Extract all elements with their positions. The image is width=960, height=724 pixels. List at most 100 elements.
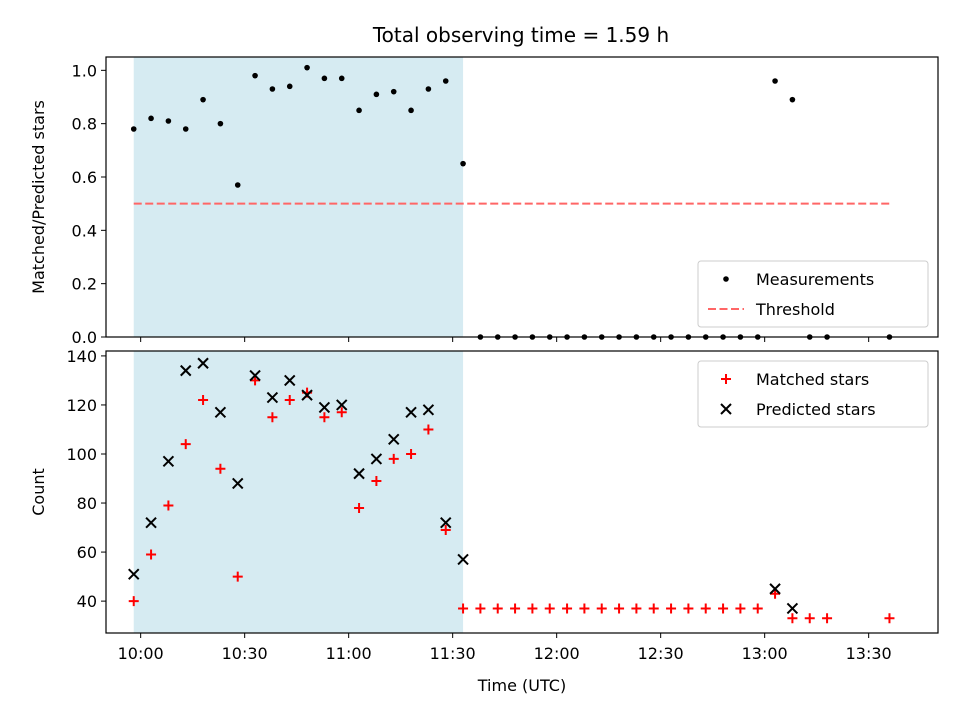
chart-title: Total observing time = 1.59 h [372, 23, 669, 47]
y-tick-label: 0.8 [72, 115, 97, 134]
matched-stars-point [388, 453, 399, 464]
predicted-stars-point [336, 399, 348, 411]
matched-stars-point [510, 603, 521, 614]
matched-stars-point [215, 463, 226, 474]
x-tick-label: 10:00 [118, 644, 164, 663]
measurement-point [373, 91, 380, 98]
measurement-point [390, 88, 397, 95]
y-tick-label: 0.0 [72, 328, 97, 347]
matched-stars-point [146, 549, 157, 560]
measurement-point [304, 64, 310, 71]
predicted-stars-point [370, 453, 383, 465]
predicted-stars-point [180, 364, 192, 377]
matched-stars-point [648, 603, 659, 614]
matched-stars-point [596, 603, 607, 614]
measurement-point [408, 107, 414, 114]
measurement-point [269, 86, 276, 92]
y-tick-label: 1.0 [72, 61, 97, 80]
measurement-point [234, 182, 241, 188]
matched-stars-point [180, 439, 191, 450]
matched-stars-point [804, 613, 815, 624]
measurement-point [286, 83, 293, 90]
predicted-stars-point [214, 406, 227, 419]
shaded-span [133, 351, 464, 633]
matched-stars-point [822, 613, 833, 624]
measurement-point [338, 75, 345, 82]
legend-label: Predicted stars [756, 400, 876, 419]
predicted-stars-point [145, 516, 157, 529]
legend-box [697, 360, 929, 428]
matched-stars-point [354, 502, 365, 513]
matched-stars-point [683, 603, 694, 614]
measurement-point [460, 160, 466, 167]
legend-predicted-swatch [720, 403, 732, 415]
matched-stars-point [267, 412, 278, 423]
x-tick-label: 12:00 [534, 644, 580, 663]
x-tick-label: 13:30 [846, 644, 892, 663]
matched-stars-point [458, 603, 469, 614]
matched-stars-point [371, 475, 382, 486]
matched-stars-point [163, 500, 174, 511]
x-tick-label: 13:00 [742, 644, 788, 663]
matched-stars-point [440, 525, 451, 536]
matched-stars-point [198, 395, 209, 406]
measurement-point [130, 126, 137, 132]
legend-label: Matched stars [756, 370, 869, 389]
predicted-stars-point [197, 357, 209, 369]
matched-stars-point [666, 603, 677, 614]
predicted-stars-point [457, 553, 469, 566]
axes-frame [105, 56, 939, 338]
y-tick-label: 0.4 [72, 221, 97, 240]
y-axis-label: Count [29, 468, 48, 516]
x-tick-label: 11:00 [326, 644, 372, 663]
x-tick-label: 10:30 [222, 644, 268, 663]
axes-frame [105, 350, 939, 634]
legend-matched-swatch [721, 374, 731, 384]
y-tick-label: 80 [77, 494, 97, 513]
measurement-point [252, 72, 258, 79]
predicted-stars-point [769, 583, 781, 595]
matched-stars-point [128, 596, 139, 607]
x-tick-label: 11:30 [430, 644, 476, 663]
matched-stars-point [232, 571, 243, 582]
matched-stars-point [475, 603, 486, 614]
predicted-stars-point [318, 401, 331, 414]
x-axis-label: Time (UTC) [477, 676, 566, 695]
matched-stars-point [631, 603, 642, 614]
y-tick-label: 100 [66, 445, 97, 464]
matched-stars-point [884, 613, 895, 624]
matched-stars-point [752, 603, 763, 614]
matched-stars-point [319, 412, 330, 423]
matched-stars-point [562, 603, 573, 614]
legend-label: Measurements [756, 270, 874, 289]
measurement-point [321, 75, 328, 82]
legend-label: Threshold [755, 300, 835, 319]
y-tick-label: 60 [77, 543, 97, 562]
matched-stars-point [544, 603, 555, 614]
measurement-point [200, 96, 206, 103]
measurement-point [789, 96, 796, 103]
predicted-stars-point [232, 477, 244, 490]
predicted-stars-point [249, 369, 261, 382]
matched-stars-point [406, 448, 417, 459]
measurement-point [217, 120, 224, 127]
predicted-stars-point [301, 389, 313, 401]
predicted-stars-point [162, 455, 175, 468]
predicted-stars-point [266, 391, 279, 404]
predicted-stars-point [422, 404, 435, 416]
matched-stars-point [770, 588, 781, 599]
x-tick-label: 12:30 [638, 644, 684, 663]
measurement-point [425, 86, 432, 92]
count-panel: 40 60 80 100 120 140 10:00 10:30 11:00 11:30 12:00… [29, 347, 939, 695]
predicted-stars-point [128, 568, 140, 580]
y-tick-label: 120 [66, 396, 97, 415]
ratio-panel: 0.0 0.2 0.4 0.6 0.8 1.0 Matched/Predicted star… [29, 56, 939, 347]
matched-stars-point [579, 603, 590, 614]
measurement-point [356, 107, 362, 114]
predicted-stars-point [440, 516, 452, 529]
shaded-span [133, 57, 464, 337]
predicted-stars-point [405, 406, 417, 419]
legend-box [697, 260, 929, 328]
y-axis-label: Matched/Predicted stars [29, 100, 48, 294]
